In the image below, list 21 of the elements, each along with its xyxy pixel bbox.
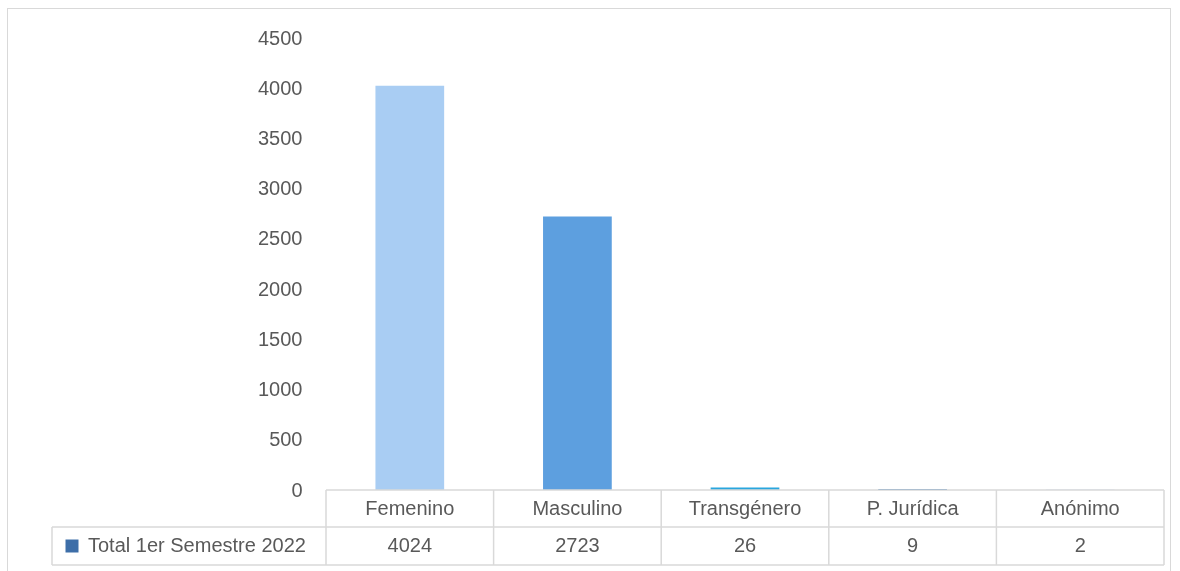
y-tick-label: 4500 [258, 26, 303, 49]
y-tick-label: 500 [269, 428, 303, 451]
y-tick-label: 3000 [258, 177, 303, 200]
y-tick-label: 1000 [258, 378, 303, 401]
x-tick-label: Femenino [365, 497, 455, 519]
x-tick-label: Transgénero [688, 497, 802, 519]
y-tick-label: 2500 [258, 227, 303, 250]
data-label: 2723 [555, 534, 600, 556]
data-label: 4024 [387, 534, 433, 556]
x-tick-label: Anónimo [1040, 497, 1120, 519]
y-tick-label: 0 [291, 478, 303, 501]
data-label: 9 [907, 534, 919, 556]
legend-label: Total 1er Semestre 2022 [88, 534, 306, 556]
y-tick-label: 4000 [258, 76, 303, 99]
data-label: 26 [733, 534, 757, 556]
y-tick-label: 2000 [258, 277, 303, 300]
data-label: 2 [1074, 534, 1086, 556]
x-tick-label: P. Jurídica [866, 497, 960, 519]
y-tick-label: 3500 [258, 126, 303, 149]
y-tick-label: 1500 [258, 327, 303, 350]
x-tick-label: Masculino [532, 497, 623, 519]
